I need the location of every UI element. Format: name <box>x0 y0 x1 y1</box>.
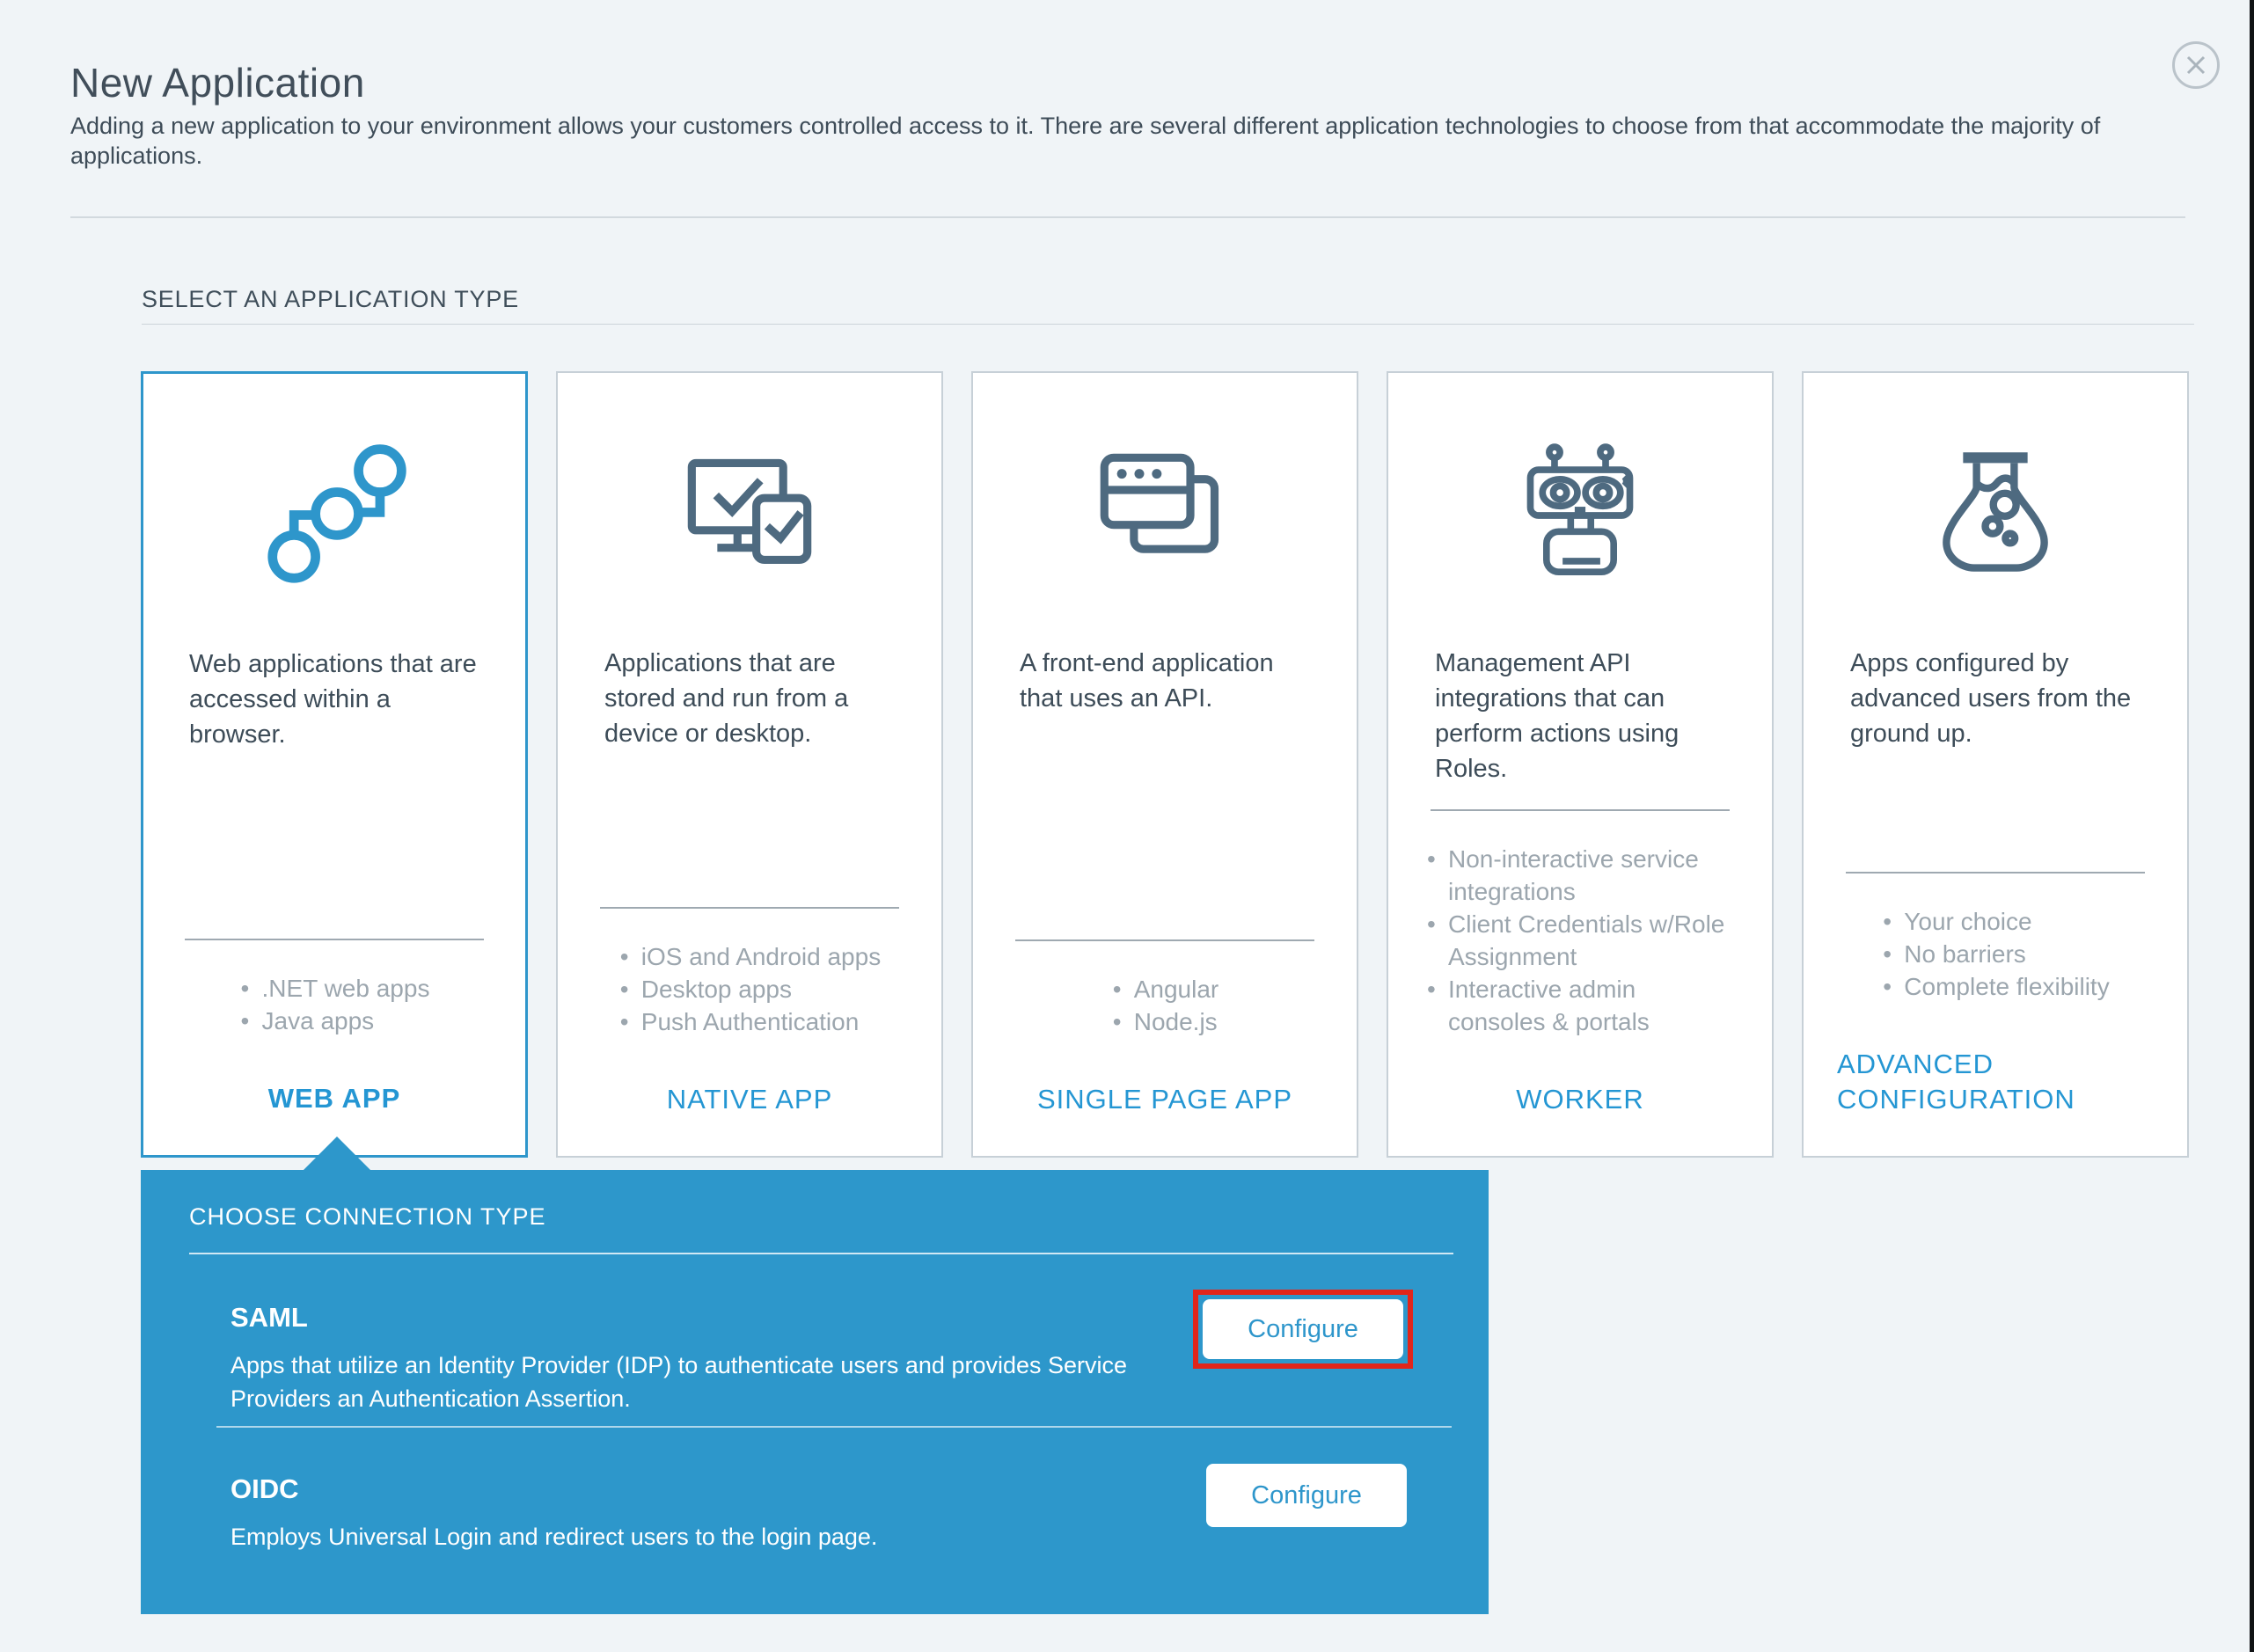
browser-windows-icon <box>1091 440 1239 591</box>
divider <box>189 1253 1453 1254</box>
divider <box>1431 809 1730 811</box>
close-icon <box>2186 55 2206 75</box>
feature-item: No barriers <box>1881 938 2109 970</box>
feature-item: Client Credentials w/Role Assignment <box>1425 908 1735 973</box>
divider <box>600 907 899 909</box>
robot-icon <box>1506 440 1654 591</box>
connection-option-oidc-description: Employs Universal Login and redirect use… <box>231 1524 878 1550</box>
card-type-label: WEB APP <box>267 1083 401 1114</box>
connection-option-saml: SAML <box>231 1302 308 1333</box>
divider <box>1846 872 2145 874</box>
close-button[interactable] <box>2172 41 2220 89</box>
panel-pointer-arrow <box>304 1137 370 1170</box>
feature-item: Your choice <box>1881 905 2109 938</box>
card-feature-list: Angular Node.js <box>1111 973 1219 1038</box>
feature-item: Non-interactive service integrations <box>1425 843 1735 908</box>
divider <box>70 216 2185 218</box>
saml-configure-button[interactable]: Configure <box>1203 1299 1403 1359</box>
screen-right-edge <box>2250 0 2254 1652</box>
dialog-description: Adding a new application to your environ… <box>70 113 2101 169</box>
feature-item: Java apps <box>239 1005 430 1037</box>
flask-icon <box>1921 440 2069 591</box>
feature-item: iOS and Android apps <box>618 940 881 973</box>
divider <box>142 324 2194 325</box>
connection-option-saml-description: Apps that utilize an Identity Provider (… <box>231 1352 1128 1412</box>
feature-item: Interactive admin consoles & portals <box>1425 973 1735 1038</box>
devices-check-icon <box>676 440 823 591</box>
feature-item: Angular <box>1111 973 1219 1005</box>
section-label: SELECT AN APPLICATION TYPE <box>142 286 519 312</box>
application-type-cards: Web applications that are accessed withi… <box>141 371 2189 1158</box>
card-single-page-app[interactable]: A front-end application that uses an API… <box>971 371 1358 1158</box>
card-feature-list: iOS and Android apps Desktop apps Push A… <box>618 940 881 1038</box>
connection-option-oidc: OIDC <box>231 1473 299 1504</box>
oidc-configure-button[interactable]: Configure <box>1206 1464 1407 1527</box>
card-feature-list: Non-interactive service integrations Cli… <box>1425 843 1735 1038</box>
card-feature-list: Your choice No barriers Complete flexibi… <box>1881 905 2109 1003</box>
card-type-label: SINGLE PAGE APP <box>1036 1084 1293 1115</box>
workflow-nodes-icon <box>260 441 408 592</box>
divider <box>185 939 484 940</box>
card-description: Applications that are stored and run fro… <box>604 649 849 748</box>
card-type-label: NATIVE APP <box>666 1084 833 1115</box>
card-web-app[interactable]: Web applications that are accessed withi… <box>141 371 528 1158</box>
highlight-annotation-box: Configure <box>1193 1290 1413 1369</box>
card-description: A front-end application that uses an API… <box>1020 649 1274 713</box>
feature-item: Push Authentication <box>618 1005 881 1038</box>
card-worker[interactable]: Management API integrations that can per… <box>1387 371 1774 1158</box>
feature-item: Complete flexibility <box>1881 970 2109 1003</box>
divider <box>216 1426 1452 1428</box>
divider <box>1015 939 1314 941</box>
page-title: New Application <box>70 59 365 106</box>
card-type-label: WORKER <box>1516 1084 1644 1115</box>
feature-item: Desktop apps <box>618 973 881 1005</box>
card-description: Web applications that are accessed withi… <box>189 650 477 749</box>
card-type-label: ADVANCED CONFIGURATION <box>1837 1049 2075 1115</box>
card-description: Apps configured by advanced users from t… <box>1850 649 2132 748</box>
card-native-app[interactable]: Applications that are stored and run fro… <box>556 371 943 1158</box>
connection-panel-heading: CHOOSE CONNECTION TYPE <box>189 1203 546 1230</box>
card-advanced-configuration[interactable]: Apps configured by advanced users from t… <box>1802 371 2189 1158</box>
card-feature-list: .NET web apps Java apps <box>239 972 430 1037</box>
card-description: Management API integrations that can per… <box>1435 649 1680 783</box>
feature-item: Node.js <box>1111 1005 1219 1038</box>
choose-connection-type-panel: CHOOSE CONNECTION TYPE SAML Apps that ut… <box>141 1137 1489 1614</box>
feature-item: .NET web apps <box>239 972 430 1005</box>
